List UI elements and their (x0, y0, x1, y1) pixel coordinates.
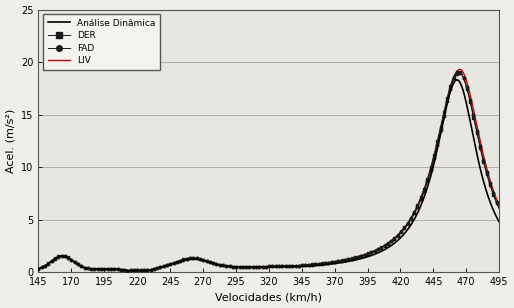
LIV (496, 204, 502, 207)
LIV (339, 259, 345, 262)
LIV (149, 268, 155, 271)
LIV (35, 267, 42, 270)
LIV (456, 67, 463, 71)
X-axis label: Velocidades (km/h): Velocidades (km/h) (215, 292, 322, 302)
LIV (125, 269, 131, 272)
Legend: Análise Dinâmica, DER, FAD, LIV: Análise Dinâmica, DER, FAD, LIV (43, 14, 160, 70)
LIV (182, 257, 188, 261)
LIV (395, 234, 401, 237)
Y-axis label: Acel. (m/s²): Acel. (m/s²) (6, 109, 15, 173)
LIV (166, 263, 172, 266)
Line: LIV: LIV (39, 69, 499, 270)
LIV (451, 74, 457, 78)
